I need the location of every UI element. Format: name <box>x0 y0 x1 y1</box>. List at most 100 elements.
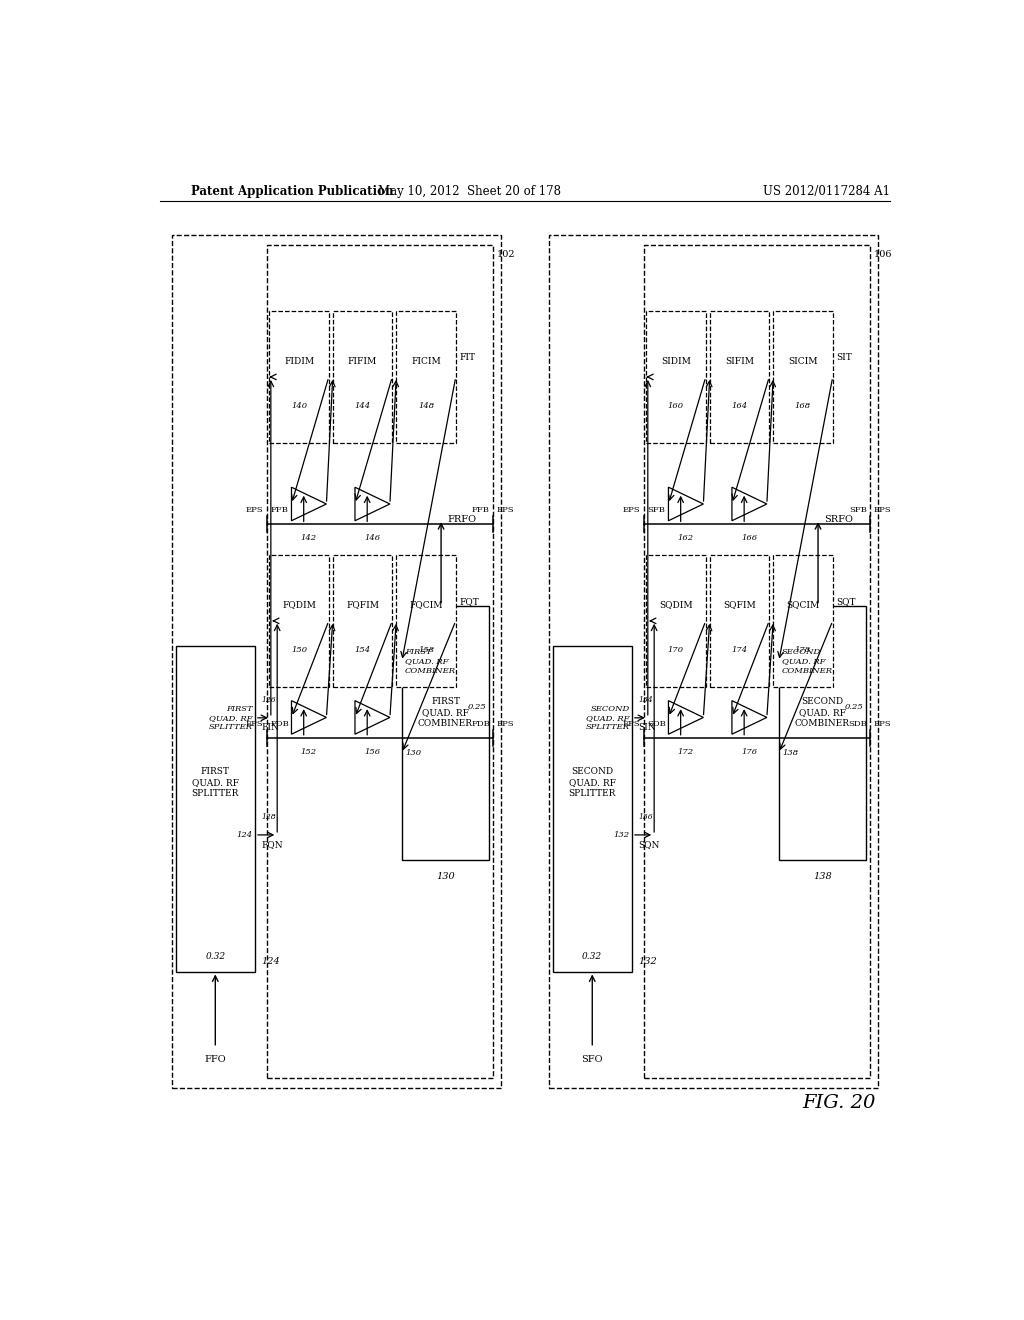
Text: SDB: SDB <box>848 719 867 727</box>
Bar <box>267 244 494 1078</box>
Text: SDB: SDB <box>647 719 666 727</box>
Text: SICIM: SICIM <box>788 356 818 366</box>
Text: 132: 132 <box>613 830 630 840</box>
Bar <box>333 554 392 686</box>
Text: 152: 152 <box>301 748 317 756</box>
Text: FQCIM: FQCIM <box>410 601 442 610</box>
Text: SECOND
QUAD. RF
SPLITTER: SECOND QUAD. RF SPLITTER <box>568 767 616 799</box>
Polygon shape <box>292 701 327 734</box>
Polygon shape <box>669 487 703 521</box>
Bar <box>269 312 329 444</box>
Text: SQT: SQT <box>837 597 856 606</box>
Text: FFB: FFB <box>270 506 288 515</box>
Text: FIG. 20: FIG. 20 <box>803 1094 876 1111</box>
Text: 162: 162 <box>678 535 694 543</box>
Text: 148: 148 <box>418 403 434 411</box>
Bar <box>549 235 878 1089</box>
Text: 0.25: 0.25 <box>845 704 863 711</box>
Text: 124: 124 <box>237 830 253 840</box>
Text: EPS: EPS <box>623 719 640 727</box>
Bar <box>710 554 769 686</box>
Text: 166: 166 <box>741 535 758 543</box>
Text: SQN: SQN <box>638 841 659 850</box>
Text: 144: 144 <box>354 403 371 411</box>
Text: FIRST
QUAD. RF
SPLITTER: FIRST QUAD. RF SPLITTER <box>191 767 239 799</box>
Text: SFB: SFB <box>849 506 867 515</box>
Bar <box>401 606 489 859</box>
Text: EPS: EPS <box>497 506 515 515</box>
Text: SIT: SIT <box>837 352 852 362</box>
Text: FQN: FQN <box>261 841 283 850</box>
Polygon shape <box>355 487 390 521</box>
Text: 174: 174 <box>731 645 748 653</box>
Text: FFB: FFB <box>472 506 489 515</box>
Text: FIN: FIN <box>261 723 280 733</box>
Text: FIRST
QUAD. RF
COMBINER: FIRST QUAD. RF COMBINER <box>418 697 473 727</box>
Text: FIT: FIT <box>460 352 476 362</box>
Bar <box>333 312 392 444</box>
Bar <box>396 312 456 444</box>
Text: 136: 136 <box>638 813 653 821</box>
Text: SIDIM: SIDIM <box>662 356 691 366</box>
Text: FIDIM: FIDIM <box>284 356 314 366</box>
Text: FICIM: FICIM <box>411 356 441 366</box>
Text: 106: 106 <box>874 249 893 259</box>
Text: EPS: EPS <box>497 719 515 727</box>
Text: 0.32: 0.32 <box>205 952 225 961</box>
Text: EPS: EPS <box>874 506 892 515</box>
Text: 138: 138 <box>782 748 798 756</box>
Text: 128: 128 <box>261 813 275 821</box>
Bar <box>176 647 255 972</box>
Text: SIN: SIN <box>638 723 656 733</box>
Text: 170: 170 <box>668 645 684 653</box>
Text: 132: 132 <box>638 957 657 966</box>
Text: 102: 102 <box>497 249 516 259</box>
Text: 126: 126 <box>261 696 275 704</box>
Text: SFO: SFO <box>582 1055 603 1064</box>
Text: FDB: FDB <box>270 719 289 727</box>
Text: SRFO: SRFO <box>824 515 853 524</box>
Text: Patent Application Publication: Patent Application Publication <box>191 185 394 198</box>
Polygon shape <box>732 487 767 521</box>
Text: FRFO: FRFO <box>447 515 476 524</box>
Text: 172: 172 <box>678 748 694 756</box>
Text: FIFIM: FIFIM <box>348 356 377 366</box>
Text: 150: 150 <box>291 645 307 653</box>
Text: FQT: FQT <box>460 597 479 606</box>
Text: FDB: FDB <box>471 719 489 727</box>
Text: FIRST
QUAD. RF
SPLITTER: FIRST QUAD. RF SPLITTER <box>209 705 253 731</box>
Text: 154: 154 <box>354 645 371 653</box>
Text: 146: 146 <box>365 535 381 543</box>
Text: 140: 140 <box>291 403 307 411</box>
Polygon shape <box>669 701 703 734</box>
Text: US 2012/0117284 A1: US 2012/0117284 A1 <box>763 185 890 198</box>
Bar <box>269 554 329 686</box>
Text: 164: 164 <box>731 403 748 411</box>
Text: 134: 134 <box>638 696 653 704</box>
Text: SFB: SFB <box>647 506 665 515</box>
Text: SQFIM: SQFIM <box>723 601 756 610</box>
Text: SIFIM: SIFIM <box>725 356 754 366</box>
Bar <box>778 606 866 859</box>
Text: EPS: EPS <box>623 506 640 515</box>
Text: SQDIM: SQDIM <box>659 601 693 610</box>
Bar <box>172 235 501 1089</box>
Bar <box>646 312 706 444</box>
Bar <box>396 554 456 686</box>
Text: 160: 160 <box>668 403 684 411</box>
Text: 168: 168 <box>795 403 811 411</box>
Text: EPS: EPS <box>874 719 892 727</box>
Text: EPS: EPS <box>246 506 263 515</box>
Text: 0.25: 0.25 <box>468 704 486 711</box>
Text: SECOND
QUAD. RF
SPLITTER: SECOND QUAD. RF SPLITTER <box>586 705 630 731</box>
Bar <box>644 244 870 1078</box>
Text: May 10, 2012  Sheet 20 of 178: May 10, 2012 Sheet 20 of 178 <box>378 185 561 198</box>
Polygon shape <box>732 701 767 734</box>
Text: 156: 156 <box>365 748 381 756</box>
Bar <box>646 554 706 686</box>
Text: 130: 130 <box>404 748 421 756</box>
Text: FIRST
QUAD. RF
COMBINER: FIRST QUAD. RF COMBINER <box>404 648 456 675</box>
Text: 142: 142 <box>301 535 317 543</box>
Text: 138: 138 <box>813 873 831 880</box>
Text: EPS: EPS <box>246 719 263 727</box>
